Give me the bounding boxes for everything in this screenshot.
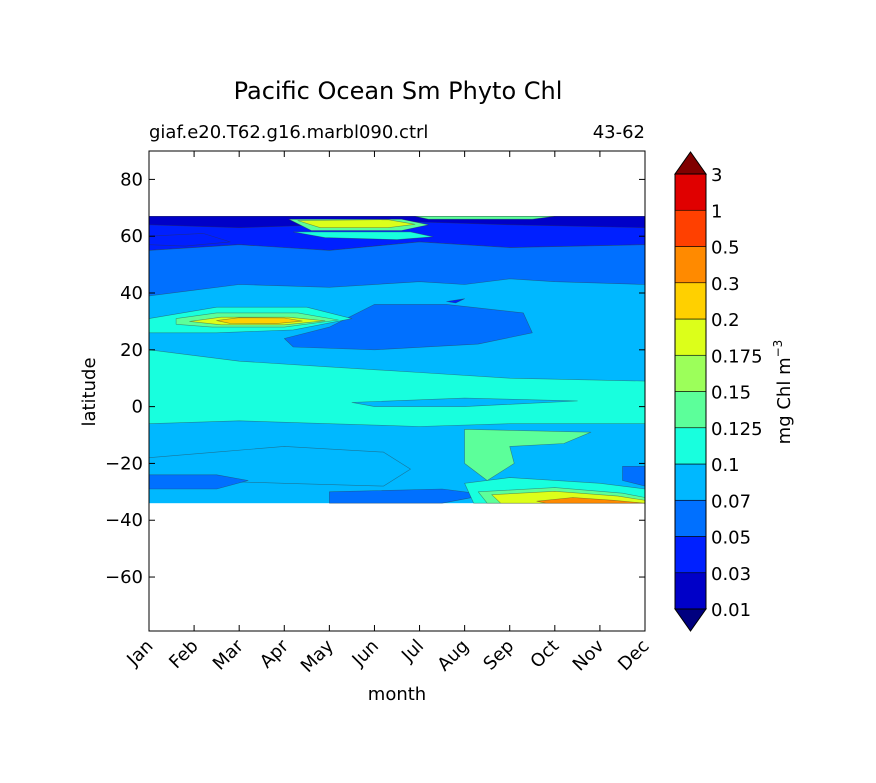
colorbar-tick-label-5: 0.125 [711,419,763,440]
x-tick-label-0: Jan [122,636,157,671]
x-tick-label-7: Aug [433,636,473,676]
y-tick-label-5: −20 [105,453,143,474]
x-tick-label-6: Jul [397,636,428,667]
y-axis: 80 60 40 20 0 −20 −40 −60 [105,169,645,588]
contour-region-15 [149,349,645,427]
colorbar-segment-0 [674,572,707,610]
y-tick-label-0: 80 [120,169,143,190]
colorbar-tick-label-8: 0.2 [711,310,740,331]
contour-region-19 [149,474,249,490]
colorbar-tick-label-0: 0.01 [711,600,751,621]
colorbar-tick-label-3: 0.07 [711,491,751,512]
plot-area: Jan Feb Mar Apr May Jun Jul Aug Sep Oct Nov Dec 80 6… [105,150,654,677]
colorbar-label-exponent: −3 [771,340,785,358]
contour-region-3 [149,241,645,297]
x-tick-label-4: May [297,635,338,676]
x-tick-label-3: Apr [256,635,293,672]
y-tick-label-6: −40 [105,510,143,531]
colorbar: 0.01 0.03 0.05 0.07 0.1 0.125 0.15 0.175 0.2 0.3 0… [674,151,763,632]
contour-region-20 [329,488,488,504]
colorbar-segment-11 [674,173,707,211]
contour-region-7 [414,216,556,220]
x-tick-label-10: Nov [569,635,609,675]
colorbar-segment-10 [674,209,707,247]
colorbar-segment-3 [674,463,707,501]
y-tick-label-2: 40 [120,283,143,304]
contour-region-16 [351,397,578,407]
colorbar-tick-label-2: 0.05 [711,528,751,549]
colorbar-tick-label-12: 3 [711,165,722,186]
colorbar-tick-label-4: 0.1 [711,455,740,476]
chart-title: Pacific Ocean Sm Phyto Chl [234,77,563,105]
y-tick-label-3: 20 [120,340,143,361]
chart-subtitle-left: giaf.e20.T62.g16.marbl090.ctrl [149,122,428,143]
colorbar-tick-label-7: 0.175 [711,346,763,367]
x-tick-label-5: Jun [348,636,383,671]
chart-subtitle-right: 43-62 [593,122,645,143]
colorbar-tick-label-11: 1 [711,201,722,222]
colorbar-segment-6 [674,354,707,392]
x-tick-label-9: Oct [526,636,563,673]
colorbar-label: mg Chl m−3 [771,340,795,445]
colorbar-segment-7 [674,318,707,356]
x-tick-label-2: Mar [209,635,248,674]
colorbar-tick-label-10: 0.5 [711,238,740,259]
contour-region-4 [149,233,231,247]
contour-region-8 [292,231,434,240]
colorbar-segment-8 [674,282,707,320]
colorbar-frame [674,173,707,610]
x-axis-label: month [368,684,426,705]
colorbar-tick-label-6: 0.15 [711,383,751,404]
colorbar-segment-2 [674,499,707,537]
contour-region-10 [446,298,465,304]
x-tick-label-1: Feb [165,636,202,673]
heatmap-layer [149,216,645,504]
colorbar-segment-5 [674,391,707,429]
colorbar-label-main: mg Chl m [774,357,795,444]
colorbar-tick-label-9: 0.3 [711,274,740,295]
colorbar-segment-9 [674,246,707,284]
contour-region-21 [622,465,645,487]
contour-region-14 [216,317,303,325]
colorbar-extend-max [674,151,707,175]
colorbar-segment-4 [674,427,707,465]
colorbar-tick-label-1: 0.03 [711,564,751,585]
plot-frame [148,150,646,632]
contour-region-6 [297,219,416,228]
y-axis-label: latitude [79,357,100,426]
x-tick-label-11: Dec [614,636,653,675]
colorbar-segment-1 [674,536,707,574]
x-tick-label-8: Sep [479,636,518,675]
contour-region-9 [283,304,533,351]
contour-region-17 [464,428,592,481]
colorbar-extend-min [674,608,707,632]
y-tick-label-7: −60 [105,567,143,588]
y-tick-label-4: 0 [132,397,143,418]
contour-region-25 [536,497,645,504]
y-tick-label-1: 60 [120,226,143,247]
